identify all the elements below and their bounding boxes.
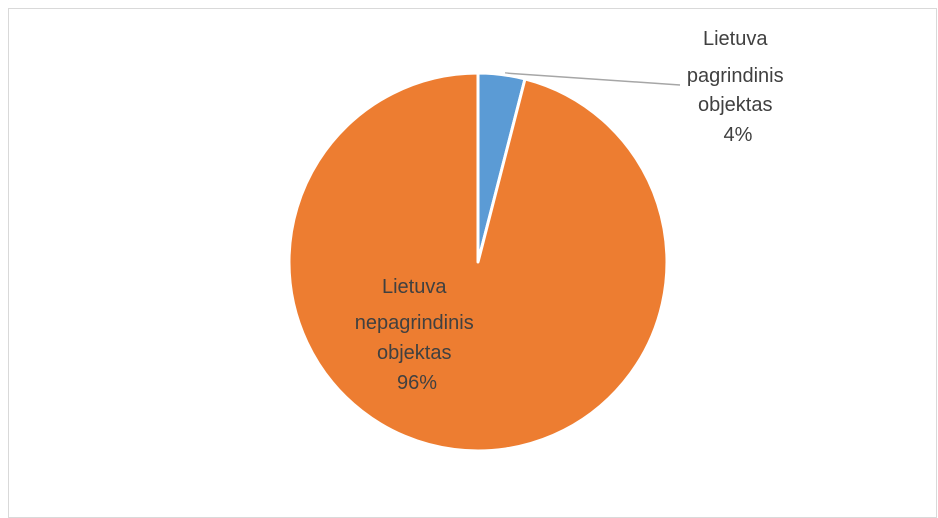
- label-line: Lietuva: [382, 276, 447, 298]
- leader-line: [504, 72, 681, 86]
- pie-chart: Lietuva pagrindinis objektas 4% Lietuva …: [287, 28, 789, 453]
- label-line: pagrindinis: [687, 65, 784, 87]
- label-line: 96%: [397, 372, 437, 394]
- label-line: Lietuva: [703, 28, 768, 50]
- label-line: 4%: [724, 124, 753, 146]
- label-line: objektas: [698, 94, 773, 116]
- label-line: nepagrindinis: [355, 312, 474, 334]
- pie-slice-2: [287, 71, 669, 453]
- data-label-slice-2: Lietuva nepagrindinis objektas 96%: [355, 276, 480, 394]
- label-line: objektas: [377, 342, 452, 364]
- data-label-slice-1: Lietuva pagrindinis objektas 4%: [687, 28, 789, 146]
